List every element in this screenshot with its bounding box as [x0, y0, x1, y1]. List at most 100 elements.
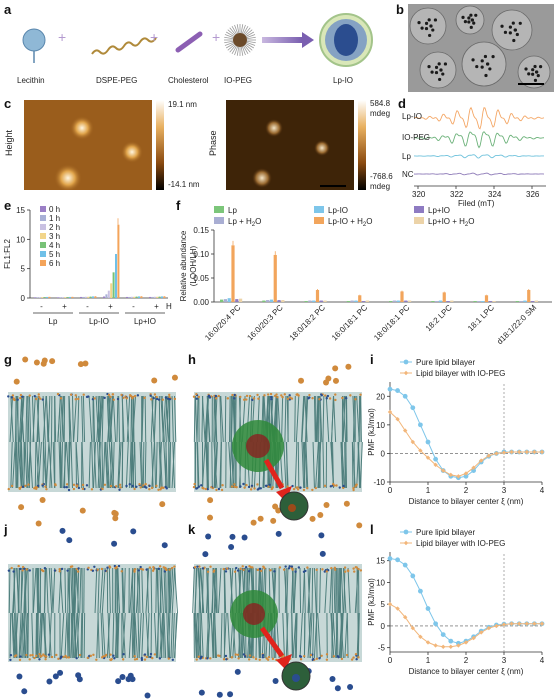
x-tick-label: 1: [426, 486, 431, 495]
legend-swatch: [414, 217, 424, 224]
bar: [350, 300, 354, 302]
legend-label: 1 h: [49, 214, 60, 223]
legend-swatch: [214, 217, 224, 224]
legend-label: Lp: [228, 206, 237, 215]
panel-label-k: k: [188, 522, 196, 537]
data-point: [463, 471, 469, 476]
legend-label: Lp-IO: [328, 206, 348, 215]
ion: [343, 500, 350, 507]
bar: [269, 299, 274, 302]
cholesterol-icon: [175, 31, 203, 53]
h2o2-label: H2O2: [166, 302, 172, 311]
ion: [35, 520, 42, 527]
bar: [484, 295, 489, 302]
bar: [312, 300, 316, 302]
bar: [481, 301, 485, 302]
h2o2-sign: -: [86, 302, 89, 311]
x-tick-label: 1: [426, 656, 431, 665]
bar: [361, 301, 366, 302]
h2o2-sign: -: [132, 302, 135, 311]
data-point: [395, 606, 400, 611]
afm-height-min: -14.1 nm: [168, 180, 200, 189]
legend-swatch: [40, 206, 46, 212]
label-io-peg: IO-PEG: [224, 76, 253, 85]
data-point: [410, 405, 416, 411]
ion: [82, 360, 89, 367]
legend-swatch: [40, 260, 46, 266]
legend-label: Lipid bilayer with IO-PEG: [416, 539, 505, 548]
bar: [354, 300, 358, 302]
arrow-icon: [259, 626, 285, 658]
bar: [89, 296, 92, 298]
x-tick-label: 18:2 LPC: [424, 303, 454, 333]
group-label: Lp+IO: [134, 317, 156, 326]
bar: [389, 301, 393, 302]
legend-label: Lp+IO + H2O: [428, 217, 475, 228]
data-point: [479, 458, 484, 463]
ion: [33, 359, 40, 366]
bar: [69, 296, 71, 298]
lp-io-icon: [319, 13, 373, 67]
ion: [16, 673, 23, 680]
legend-label: Lp+IO: [428, 206, 450, 215]
group-label: Lp: [49, 317, 58, 326]
data-point: [387, 556, 393, 561]
ion: [317, 511, 324, 518]
bar: [365, 300, 369, 302]
bar: [319, 300, 323, 302]
chart-f: 0.00 0.05 0.10 0.15 Relative abundance (LOOH/…: [179, 206, 552, 346]
y-axis-label: FL1:FL2: [3, 239, 12, 269]
legend-swatch: [40, 242, 46, 248]
data-point: [387, 601, 393, 607]
label-lp-io: Lp-IO: [333, 76, 354, 85]
ion: [207, 514, 214, 521]
ion: [298, 377, 305, 384]
bar: [130, 296, 133, 298]
data-point: [418, 588, 423, 594]
legend-label: Pure lipid bilayer: [416, 358, 475, 367]
bar: [149, 296, 151, 298]
panel-label-f: f: [176, 198, 181, 213]
legend-label: 2 h: [49, 223, 60, 232]
y-tick-label: 15: [16, 206, 25, 215]
panel-label-e: e: [4, 198, 12, 213]
data-point: [402, 393, 408, 399]
plus-icon: +: [212, 29, 220, 45]
bar: [530, 301, 535, 302]
ion: [272, 503, 279, 510]
ion: [323, 502, 330, 509]
legend-swatch: [214, 206, 224, 213]
legend-swatch: [414, 206, 424, 213]
ion: [270, 517, 277, 524]
data-point: [387, 409, 393, 415]
h2o2-sign: -: [40, 302, 43, 311]
legend-swatch: [40, 251, 46, 257]
x-tick-label: 2: [464, 486, 469, 495]
bar: [515, 301, 519, 302]
data-point: [441, 644, 446, 649]
ion: [250, 519, 257, 526]
ion: [216, 691, 223, 698]
data-point: [387, 386, 393, 392]
y-tick-label: -10: [373, 478, 385, 487]
y-tick-label: 0: [21, 294, 26, 303]
legend-label: 5 h: [49, 250, 60, 259]
bar: [110, 283, 113, 298]
legend-label: 4 h: [49, 241, 60, 250]
y-axis-label: Relative abundance: [179, 230, 188, 301]
ion: [334, 685, 341, 692]
data-point: [418, 422, 423, 428]
afm-height-label: Height: [4, 129, 14, 156]
bar: [308, 300, 312, 302]
bar: [126, 296, 128, 298]
data-point: [441, 468, 446, 473]
ion: [205, 533, 212, 540]
bar: [404, 300, 408, 302]
panel-label-h: h: [188, 352, 196, 367]
data-point: [403, 615, 408, 620]
ion: [13, 378, 20, 385]
bar: [431, 301, 435, 302]
ion: [356, 522, 363, 529]
zoom-ion: [292, 674, 300, 682]
data-point: [425, 606, 431, 611]
